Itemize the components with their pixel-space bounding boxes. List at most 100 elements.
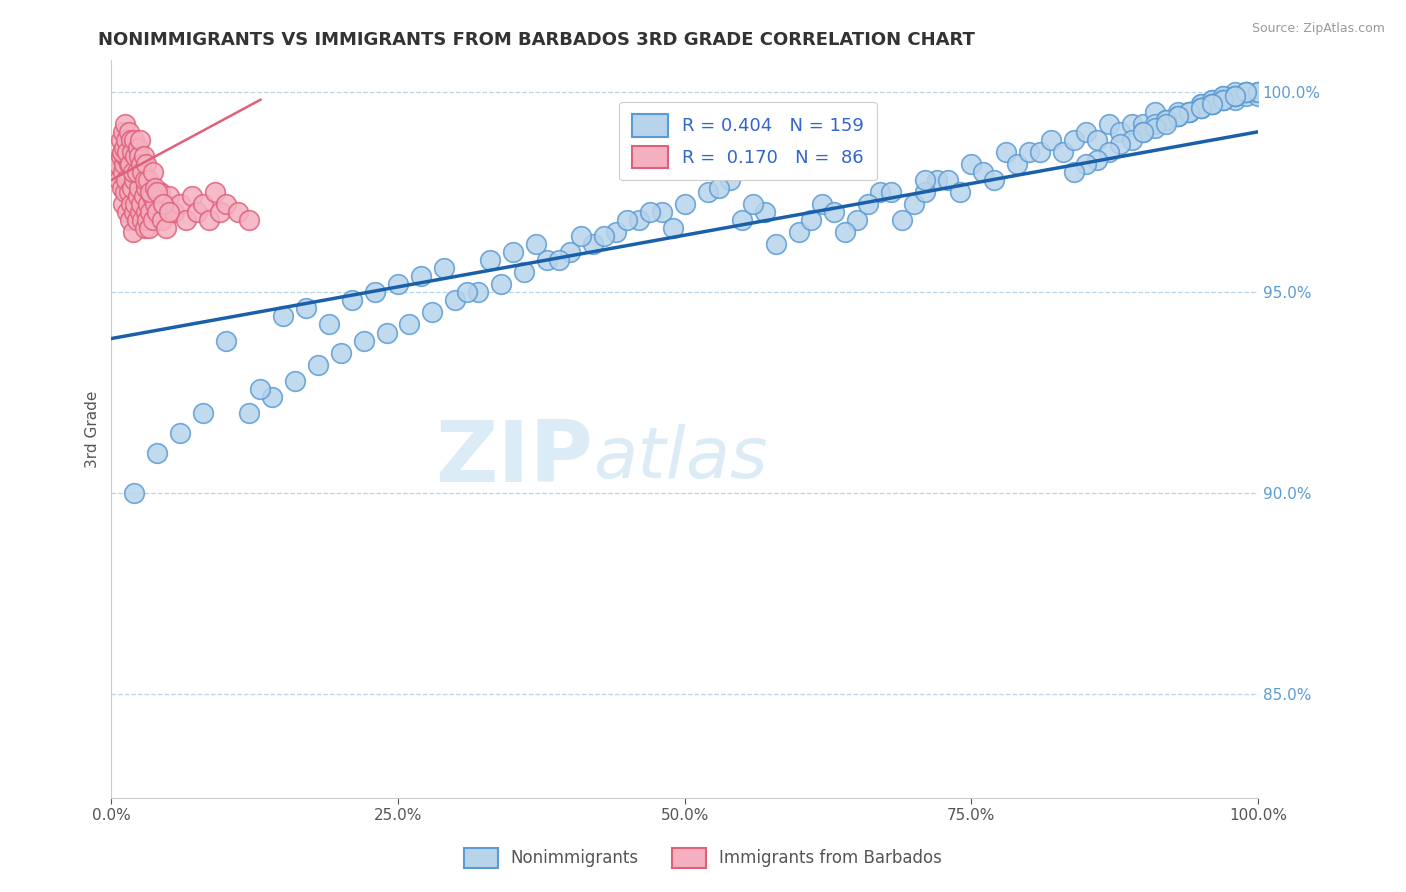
Point — [1212, 93, 1234, 107]
Point — [120, 133, 142, 147]
Point — [155, 221, 177, 235]
Point — [115, 133, 138, 147]
Legend: Nonimmigrants, Immigrants from Barbados: Nonimmigrants, Immigrants from Barbados — [457, 841, 949, 875]
Point — [136, 197, 159, 211]
Point — [124, 133, 146, 147]
Point — [114, 149, 136, 163]
Point — [662, 221, 685, 235]
Point — [1167, 109, 1189, 123]
Point — [605, 225, 627, 239]
Point — [124, 197, 146, 211]
Point — [138, 221, 160, 235]
Point — [1143, 104, 1166, 119]
Point — [124, 486, 146, 500]
Point — [949, 185, 972, 199]
Point — [121, 145, 143, 159]
Point — [125, 165, 148, 179]
Point — [1109, 136, 1132, 151]
Point — [114, 117, 136, 131]
Point — [142, 213, 165, 227]
Point — [1189, 96, 1212, 111]
Point — [731, 213, 754, 227]
Point — [124, 205, 146, 219]
Point — [1201, 96, 1223, 111]
Point — [398, 318, 420, 332]
Point — [318, 318, 340, 332]
Point — [134, 221, 156, 235]
Point — [1074, 125, 1097, 139]
Point — [131, 213, 153, 227]
Point — [150, 213, 173, 227]
Point — [249, 382, 271, 396]
Point — [1212, 88, 1234, 103]
Point — [856, 197, 879, 211]
Point — [1085, 133, 1108, 147]
Text: NONIMMIGRANTS VS IMMIGRANTS FROM BARBADOS 3RD GRADE CORRELATION CHART: NONIMMIGRANTS VS IMMIGRANTS FROM BARBADO… — [98, 31, 976, 49]
Text: Source: ZipAtlas.com: Source: ZipAtlas.com — [1251, 22, 1385, 36]
Point — [673, 197, 696, 211]
Point — [651, 205, 673, 219]
Point — [524, 237, 547, 252]
Point — [1201, 96, 1223, 111]
Point — [135, 181, 157, 195]
Point — [1247, 85, 1270, 99]
Point — [1132, 117, 1154, 131]
Point — [129, 133, 152, 147]
Point — [880, 185, 903, 199]
Point — [146, 446, 169, 460]
Point — [117, 205, 139, 219]
Point — [120, 197, 142, 211]
Point — [1167, 104, 1189, 119]
Point — [1143, 117, 1166, 131]
Point — [638, 205, 661, 219]
Point — [111, 165, 134, 179]
Point — [1223, 88, 1246, 103]
Point — [1167, 109, 1189, 123]
Point — [489, 277, 512, 292]
Point — [146, 205, 169, 219]
Point — [1132, 125, 1154, 139]
Point — [125, 213, 148, 227]
Point — [129, 205, 152, 219]
Point — [111, 145, 134, 159]
Point — [238, 213, 260, 227]
Point — [1178, 104, 1201, 119]
Point — [1143, 120, 1166, 135]
Point — [593, 229, 616, 244]
Point — [1212, 93, 1234, 107]
Point — [114, 185, 136, 199]
Point — [329, 345, 352, 359]
Point — [157, 189, 180, 203]
Point — [122, 225, 145, 239]
Point — [845, 213, 868, 227]
Point — [146, 185, 169, 199]
Point — [765, 237, 787, 252]
Point — [834, 225, 856, 239]
Point — [1201, 96, 1223, 111]
Point — [536, 253, 558, 268]
Point — [444, 293, 467, 308]
Point — [800, 213, 823, 227]
Point — [1178, 104, 1201, 119]
Point — [1121, 117, 1143, 131]
Point — [131, 165, 153, 179]
Point — [1121, 133, 1143, 147]
Point — [616, 213, 638, 227]
Point — [1223, 88, 1246, 103]
Point — [108, 173, 131, 187]
Legend: R = 0.404   N = 159, R =  0.170   N =  86: R = 0.404 N = 159, R = 0.170 N = 86 — [619, 102, 877, 180]
Point — [284, 374, 307, 388]
Point — [903, 197, 925, 211]
Point — [1154, 112, 1177, 127]
Point — [1201, 96, 1223, 111]
Point — [1040, 133, 1063, 147]
Point — [127, 141, 149, 155]
Point — [1098, 117, 1121, 131]
Point — [1132, 125, 1154, 139]
Point — [582, 237, 605, 252]
Point — [375, 326, 398, 340]
Point — [136, 173, 159, 187]
Point — [811, 197, 834, 211]
Point — [1085, 153, 1108, 167]
Point — [134, 173, 156, 187]
